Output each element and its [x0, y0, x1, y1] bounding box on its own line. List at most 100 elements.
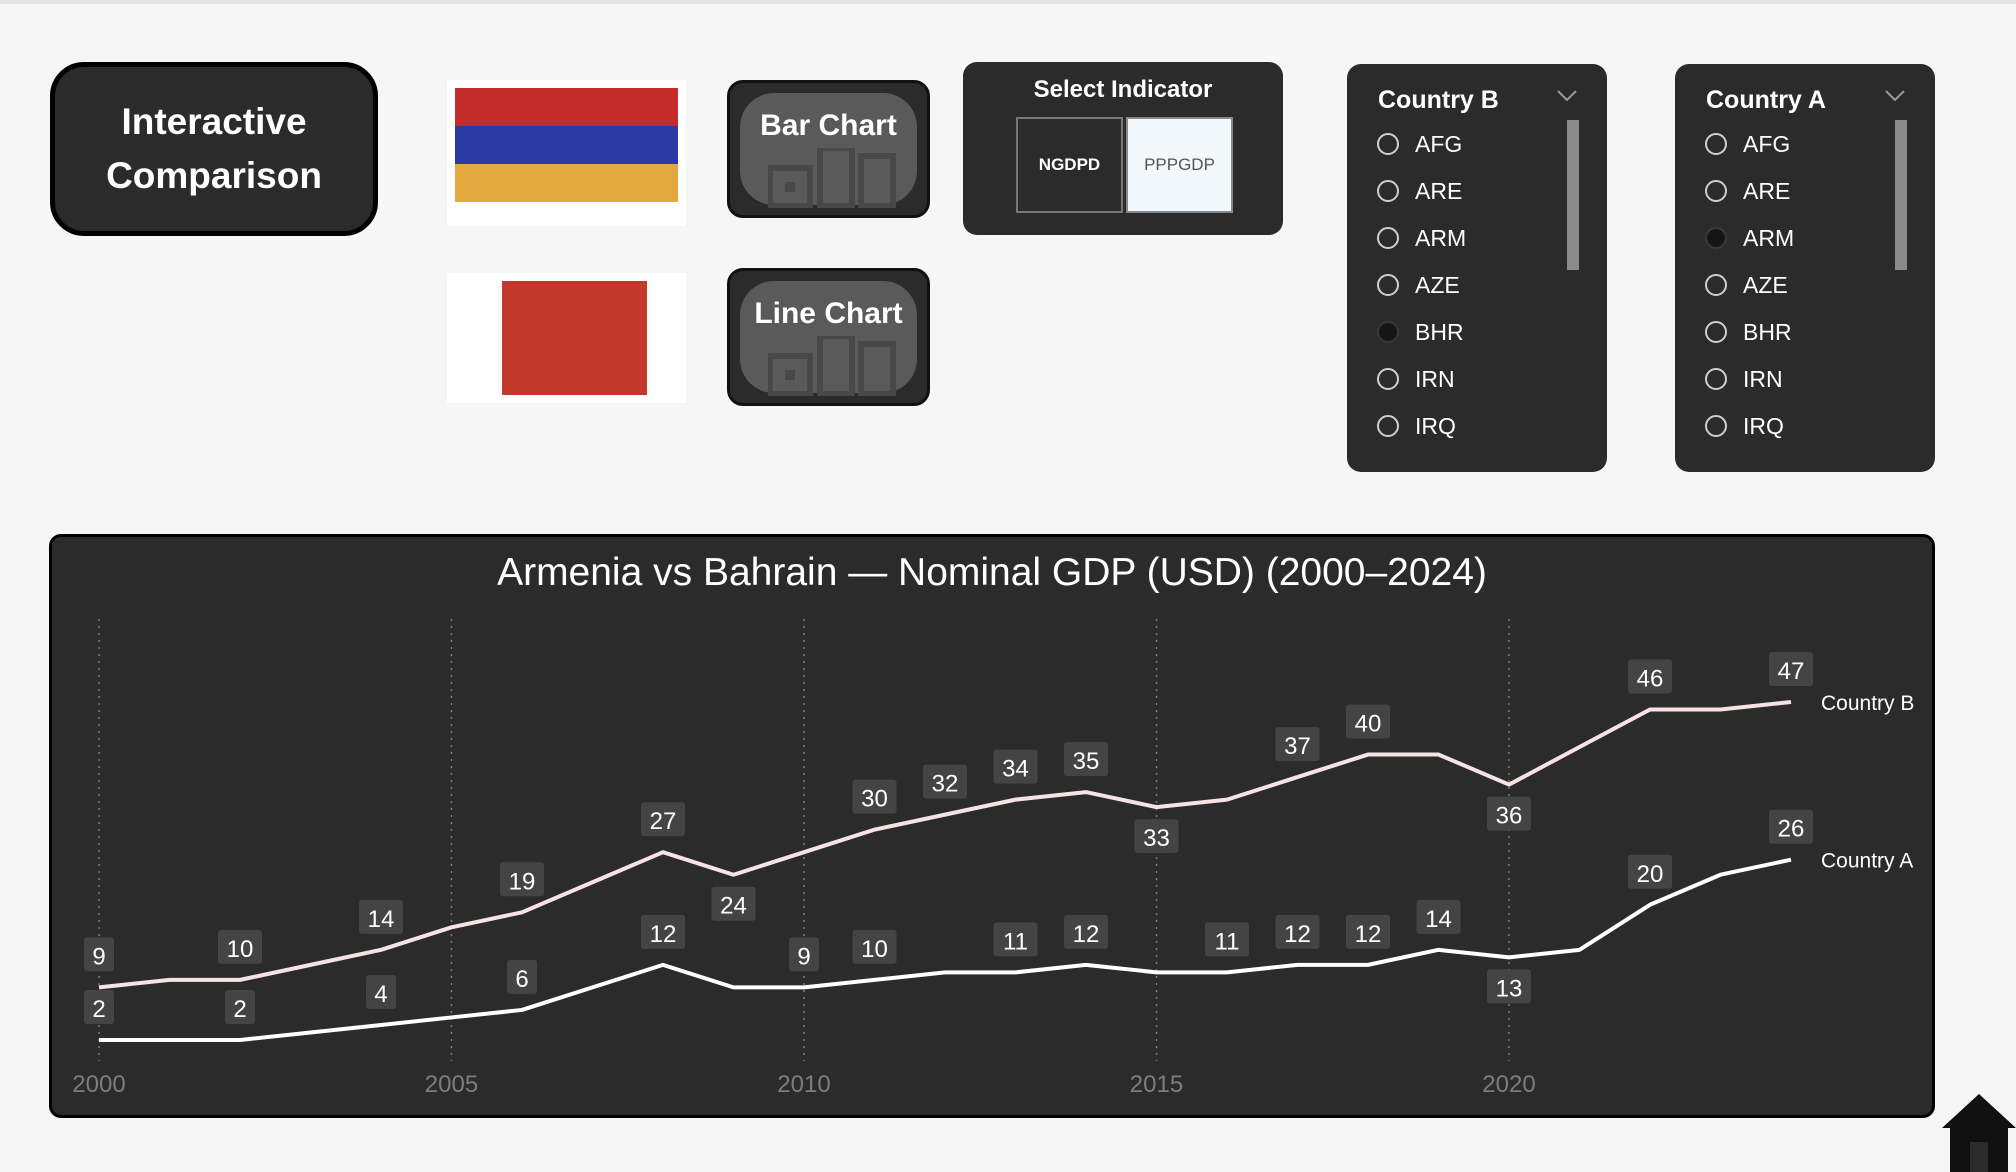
option-label: IRN	[1743, 365, 1783, 392]
option-label: AFG	[1743, 130, 1791, 157]
data-label-bg	[993, 922, 1038, 957]
country-b-option[interactable]: AFG	[1377, 129, 1462, 159]
data-label: 4	[374, 981, 387, 1008]
radio-icon[interactable]	[1705, 368, 1727, 390]
country-a-option[interactable]: IRN	[1705, 364, 1783, 394]
data-label: 10	[227, 936, 254, 963]
bar-chart-button[interactable]: Bar Chart	[727, 80, 930, 218]
country-a-option[interactable]: BHR	[1705, 317, 1792, 347]
radio-selected-icon[interactable]	[1705, 227, 1727, 249]
page-title: Interactive Comparison	[50, 62, 378, 236]
indicator-option-ngdpd[interactable]: NGDPD	[1016, 117, 1123, 213]
x-tick-label: 2000	[72, 1071, 125, 1098]
radio-icon[interactable]	[1705, 321, 1727, 343]
chevron-down-icon[interactable]	[1557, 90, 1577, 102]
option-label: BHR	[1415, 318, 1464, 345]
radio-icon[interactable]	[1377, 274, 1399, 296]
data-label: 33	[1143, 825, 1170, 852]
data-label-bg	[1134, 819, 1179, 854]
data-label-bg	[852, 929, 897, 964]
data-label-bg	[507, 959, 537, 994]
country-a-option[interactable]: IRQ	[1705, 411, 1784, 441]
radio-icon[interactable]	[1705, 180, 1727, 202]
data-label-bg	[1275, 914, 1320, 949]
option-label: AZE	[1743, 271, 1788, 298]
data-label: 35	[1073, 748, 1100, 775]
data-label-bg	[789, 937, 819, 972]
chevron-down-icon[interactable]	[1885, 90, 1905, 102]
radio-icon[interactable]	[1705, 133, 1727, 155]
radio-icon[interactable]	[1377, 368, 1399, 390]
data-label-bg	[1628, 854, 1672, 889]
data-label: 6	[515, 966, 528, 993]
country-a-option[interactable]: AFG	[1705, 129, 1790, 159]
country-b-scrollbar[interactable]	[1567, 120, 1579, 270]
country-b-option[interactable]: IRQ	[1377, 411, 1456, 441]
data-label-bg	[84, 937, 114, 972]
data-label: 10	[861, 936, 888, 963]
radio-icon[interactable]	[1705, 415, 1727, 437]
radio-icon[interactable]	[1377, 180, 1399, 202]
data-label: 47	[1778, 658, 1805, 685]
country-b-flag-card	[447, 80, 686, 226]
radio-icon[interactable]	[1377, 415, 1399, 437]
data-label-bg	[1064, 742, 1108, 777]
data-label: 2	[92, 996, 105, 1023]
country-b-option[interactable]: ARE	[1377, 176, 1462, 206]
bar-chart-icon	[768, 148, 896, 208]
option-label: BHR	[1743, 318, 1792, 345]
data-label-bg	[1487, 969, 1531, 1004]
data-label-bg	[225, 989, 255, 1024]
line-chart-button[interactable]: Line Chart	[727, 268, 930, 406]
country-b-option[interactable]: IRN	[1377, 364, 1455, 394]
data-label: 30	[861, 786, 888, 813]
data-label-bg	[500, 862, 544, 897]
armenia-flag	[455, 88, 678, 202]
gdp-line-chart: Armenia vs Bahrain — Nominal GDP (USD) (…	[49, 534, 1935, 1118]
data-label-bg	[366, 974, 396, 1009]
data-label-bg	[359, 899, 403, 934]
country-a-scrollbar[interactable]	[1895, 120, 1907, 270]
country-a-option[interactable]: ARM	[1705, 223, 1794, 253]
indicator-label: Select Indicator	[1033, 76, 1213, 103]
indicator-selector: Select Indicator NGDPD PPPGDP	[963, 62, 1283, 235]
chart-title: Armenia vs Bahrain — Nominal GDP (USD) (…	[497, 551, 1487, 594]
data-label-bg	[993, 749, 1038, 784]
option-label: AFG	[1415, 130, 1463, 157]
country-b-option[interactable]: AZE	[1377, 270, 1460, 300]
series-line	[99, 857, 1792, 1042]
data-label: 11	[1003, 928, 1028, 955]
page-title-text: Interactive Comparison	[106, 101, 322, 196]
radio-icon[interactable]	[1377, 133, 1399, 155]
data-label: 40	[1355, 711, 1382, 738]
option-label: ARM	[1743, 224, 1795, 251]
x-tick-label: 2010	[777, 1071, 830, 1098]
option-label: IRQ	[1743, 412, 1784, 439]
series-end-label: Country A	[1821, 850, 1913, 873]
data-label-bg	[1346, 704, 1390, 739]
data-label-bg	[852, 779, 897, 814]
option-label: IRQ	[1415, 412, 1456, 439]
radio-icon[interactable]	[1377, 227, 1399, 249]
country-b-option[interactable]: BHR	[1377, 317, 1464, 347]
option-label: IRN	[1415, 365, 1455, 392]
data-label-bg	[1628, 659, 1672, 694]
data-label: 9	[797, 943, 810, 970]
home-icon[interactable]	[1942, 1092, 2016, 1172]
data-label: 9	[92, 943, 105, 970]
data-label-bg	[1275, 727, 1320, 762]
data-label: 13	[1496, 975, 1523, 1002]
country-b-slicer: Country B AFG ARE ARM AZE BHR IRN IRQ	[1347, 64, 1607, 472]
radio-selected-icon[interactable]	[1377, 321, 1399, 343]
data-label: 46	[1637, 665, 1664, 692]
country-a-option[interactable]: AZE	[1705, 270, 1788, 300]
line-chart-button-face: Line Chart	[740, 281, 917, 396]
series-line	[98, 699, 1792, 990]
data-label-bg	[711, 886, 756, 921]
radio-icon[interactable]	[1705, 274, 1727, 296]
country-b-option[interactable]: ARM	[1377, 223, 1466, 253]
data-label: 26	[1778, 816, 1805, 843]
indicator-option-pppgdp[interactable]: PPPGDP	[1126, 117, 1233, 213]
country-a-option[interactable]: ARE	[1705, 176, 1790, 206]
